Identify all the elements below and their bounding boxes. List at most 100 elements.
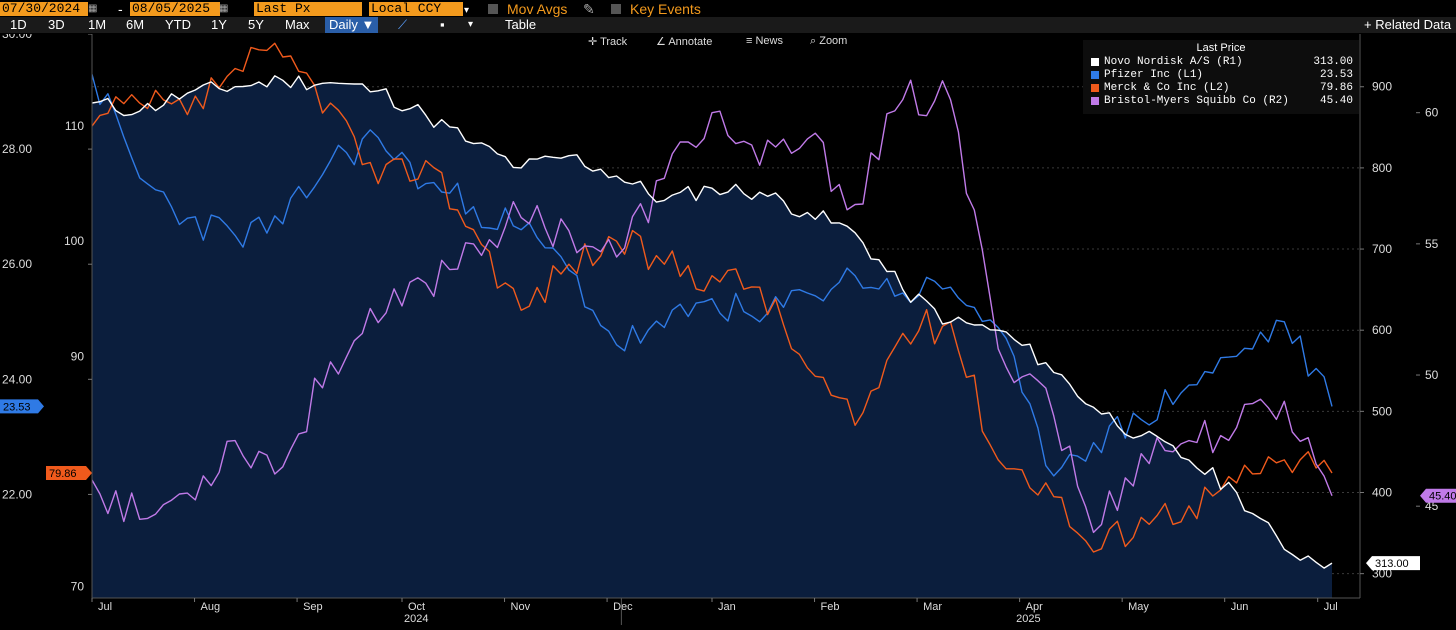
novo-area-fill [92,75,1332,598]
legend-value: 45.40 [1319,95,1353,107]
legend-swatch [1091,58,1099,66]
legend-title: Last Price [1196,42,1246,54]
range-button[interactable]: 1Y [211,17,227,32]
y-tick-label-r1: 700 [1372,242,1392,256]
y-tick-label-r1: 600 [1372,323,1392,337]
x-year-label: 2025 [1016,613,1040,625]
y-tick-label-r1: 900 [1372,80,1392,94]
last-value-tag-bg [46,465,92,480]
range-button[interactable]: 6M [126,17,145,32]
x-year-label: 2024 [404,613,428,625]
track-label: Track [600,36,628,48]
pencil-icon[interactable]: ✎ [583,1,595,17]
last-value-tag: 313.00 [1366,556,1420,571]
x-tick-label: Jul [1324,601,1338,613]
last-value-tag: 23.53 [0,399,44,414]
key-events-label[interactable]: Key Events [630,1,701,17]
pfizer-line[interactable] [92,74,1333,477]
chevron-down-icon[interactable]: ▾ [464,5,470,16]
y-tick-label-r1: 400 [1372,486,1392,500]
start-date-field[interactable]: 07/30/2024 [0,2,88,16]
key-events-checkbox[interactable] [611,4,621,14]
y-tick-label-l2: 90 [71,349,85,363]
chevron-down-icon[interactable]: ▾ [468,19,474,30]
calendar-icon[interactable]: ▦ [88,3,98,14]
y-tick-label-l2: 100 [64,234,84,248]
x-tick-label: Nov [511,601,531,613]
calendar-icon[interactable]: ▦ [219,3,229,14]
zoom-tool[interactable]: ⌕ Zoom [810,35,848,47]
toolbar: 07/30/2024 ▦ - 08/05/2025 ▦ Last Px Loca… [0,0,1456,34]
mov-avgs-checkbox[interactable] [488,4,498,14]
legend-swatch [1091,97,1099,105]
last-value-tag: 45.40 [1420,488,1456,503]
x-tick-label: Aug [201,601,221,613]
legend-name: Merck & Co Inc (L2) [1104,82,1230,94]
last-value-tag-bg [1420,488,1456,503]
range-button[interactable]: YTD [165,17,191,32]
range-button[interactable]: 5Y [248,17,264,32]
end-date-field[interactable]: 08/05/2025 [130,2,220,16]
last-value-tag-text: 45.40 [1429,491,1456,503]
x-tick-label: Jul [98,601,112,613]
legend-name: Novo Nordisk A/S (R1) [1104,56,1243,68]
legend-item[interactable]: Novo Nordisk A/S (R1) 313.00 [1091,56,1353,69]
line-chart-icon[interactable]: ⟋ [398,17,408,32]
legend-value: 79.86 [1319,82,1353,94]
legend-value: 23.53 [1319,69,1353,81]
related-data-button[interactable]: + Related Data [1364,17,1452,32]
y-tick-label-r2: 50 [1425,368,1439,382]
date-separator: - [118,1,123,17]
y-tick-label-l2: 70 [71,579,85,593]
y-tick-label-l1: 30.00 [2,34,32,41]
range-button[interactable]: 1M [88,17,107,32]
bms-line[interactable] [92,79,1333,534]
x-tick-label: Jun [1231,601,1249,613]
chart-type-select[interactable]: ▪ [440,17,445,32]
y-tick-label-l1: 24.00 [2,372,32,386]
y-tick-label-r1: 800 [1372,161,1392,175]
y-tick-label-l2: 110 [65,119,84,133]
frequency-select[interactable]: Daily ▼ [325,17,379,33]
range-button[interactable]: Max [285,17,310,32]
x-tick-label: Oct [408,601,425,613]
legend-item[interactable]: Pfizer Inc (L1) 23.53 [1091,69,1353,82]
frequency-label: Daily [329,17,358,32]
last-value-tag-text: 23.53 [3,401,31,413]
range-button[interactable]: 1D [10,17,27,32]
last-value-tag-bg [0,399,44,414]
range-button[interactable]: 3D [48,17,65,32]
legend-swatch [1091,71,1099,79]
track-tool[interactable]: ✛ Track [588,36,628,48]
x-tick-label: May [1128,601,1149,613]
merck-line[interactable] [92,42,1333,553]
table-button[interactable]: Table [505,17,537,32]
y-tick-label-l1: 22.00 [2,487,32,501]
y-tick-label-l1: 28.00 [2,142,32,156]
annotate-tool[interactable]: ∠ Annotate [656,36,713,48]
x-tick-label: Apr [1026,601,1043,613]
x-tick-label: Sep [303,601,323,613]
currency-select[interactable]: Local CCY [369,2,463,16]
field-select[interactable]: Last Px [254,2,362,16]
legend: Last Price Novo Nordisk A/S (R1) 313.00 … [1083,40,1359,114]
x-tick-label: Feb [821,601,840,613]
y-tick-label-l1: 26.00 [2,257,32,271]
chart-area[interactable]: 30.00 28.00 26.00 24.00 22.00 110 100 90 70 900 80… [0,27,1456,630]
legend-swatch [1091,84,1099,92]
zoom-label: Zoom [819,35,848,47]
legend-value: 313.00 [1313,56,1353,68]
mov-avgs-label[interactable]: Mov Avgs [507,1,568,17]
annotate-label: Annotate [668,36,713,48]
legend-item[interactable]: Bristol-Myers Squibb Co (R2) 45.40 [1091,95,1353,108]
x-tick-label: Dec [613,601,633,613]
x-tick-label: Mar [923,601,942,613]
novo-nordisk-line[interactable] [92,75,1333,569]
legend-item[interactable]: Merck & Co Inc (L2) 79.86 [1091,82,1353,95]
news-tool[interactable]: ≡ News [746,35,783,47]
y-tick-label-r1: 500 [1372,404,1392,418]
range-bar: 1D 3D 1M 6M YTD 1Y 5Y Max Daily ▼ ⟋ ▪ ▾ … [0,17,1456,33]
legend-name: Bristol-Myers Squibb Co (R2) [1104,95,1289,107]
last-value-tag-text: 79.86 [49,468,77,480]
y-tick-label-r2: 55 [1425,237,1439,251]
